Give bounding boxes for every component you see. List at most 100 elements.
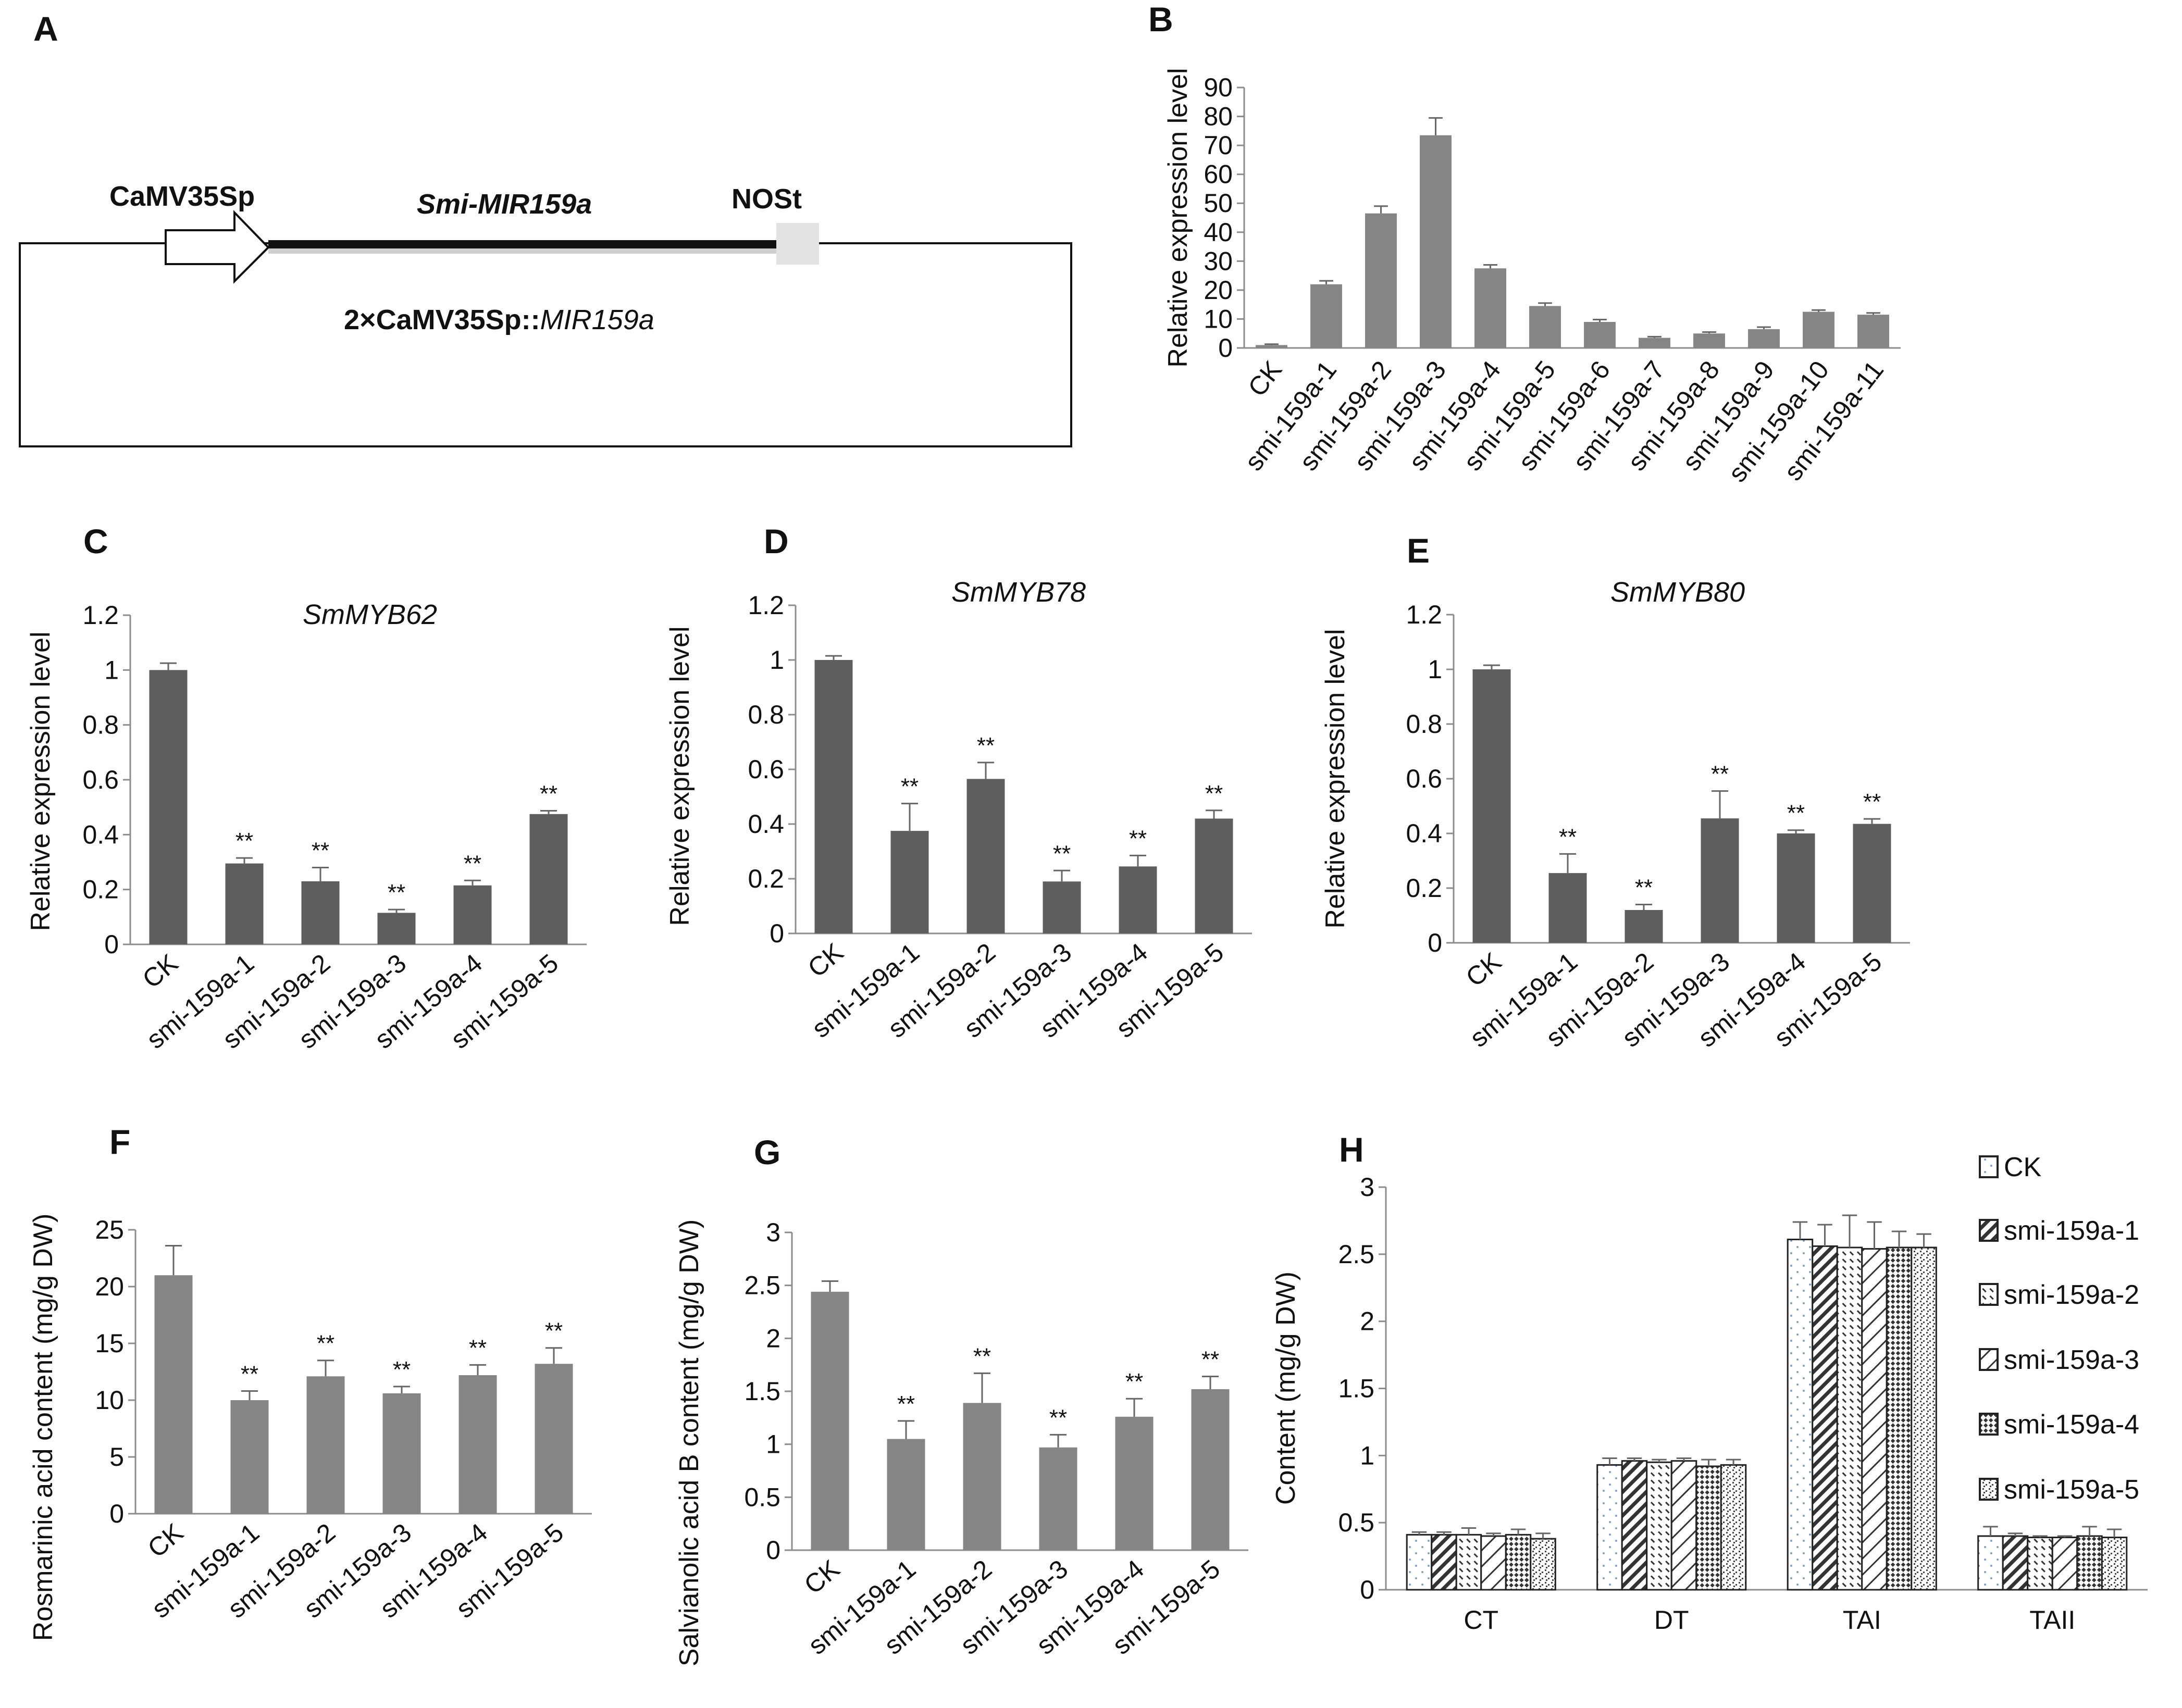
panel-h-label: H (1339, 1130, 1364, 1169)
bar (1256, 345, 1287, 348)
bar (458, 1375, 497, 1514)
y-tick-label: 0 (1428, 928, 1442, 957)
significance-mark: ** (973, 1343, 991, 1369)
x-category-label: TAI (1843, 1605, 1881, 1635)
bar (1646, 1461, 1672, 1591)
legend-item: smi-159a-1 (1979, 1216, 2139, 1246)
bar (2027, 1537, 2053, 1591)
significance-mark: ** (897, 1391, 915, 1417)
significance-mark: ** (1053, 841, 1071, 866)
significance-mark: ** (977, 733, 995, 758)
y-tick-label: 3 (766, 1218, 780, 1247)
y-tick-label: 15 (95, 1329, 124, 1358)
y-tick-label: 50 (1204, 189, 1233, 218)
panel-c-label: C (83, 522, 108, 560)
bar (1480, 1535, 1507, 1591)
panel-a-label: A (33, 9, 58, 48)
promoter-label: CaMV35Sp (109, 181, 255, 212)
bar (2051, 1537, 2078, 1591)
y-tick-label: 0.5 (1338, 1508, 1374, 1537)
legend-swatch (1979, 1413, 1999, 1436)
y-tick-label: 30 (1204, 246, 1233, 276)
panel-b-chart: B Relative expression level 01020304050607… (1148, 0, 1901, 488)
bar (1119, 866, 1157, 933)
significance-mark: ** (1049, 1405, 1067, 1430)
x-category-label: CK (137, 949, 183, 994)
legend-label: smi-159a-4 (2004, 1410, 2139, 1440)
bar (1670, 1460, 1697, 1591)
bar (535, 1364, 573, 1514)
significance-mark: ** (235, 828, 253, 854)
panel-h-chart: H Content (mg/g DW) 0 0.5 1 1.5 2 2.5 3 CT DT TAI TA… (1271, 1130, 2148, 1635)
bar (1310, 284, 1342, 348)
y-tick-label: 0.2 (748, 864, 784, 893)
bar (1748, 329, 1780, 348)
bar (966, 779, 1005, 933)
x-category-label: DT (1654, 1605, 1689, 1635)
y-tick-label: 0.5 (744, 1482, 780, 1512)
bar (1431, 1534, 1457, 1591)
y-tick-label: 0 (766, 1536, 780, 1565)
legend-item: smi-159a-4 (1979, 1410, 2139, 1440)
legend-swatch (1979, 1478, 1999, 1501)
panel-e-label: E (1407, 531, 1430, 570)
x-category-label: CK (802, 938, 849, 983)
bar (2076, 1535, 2103, 1591)
legend-swatch (1979, 1348, 1999, 1371)
y-tick-label: 2 (766, 1324, 780, 1353)
legend-item: smi-159a-3 (1979, 1345, 2139, 1375)
y-tick-label: 20 (1204, 276, 1233, 305)
terminator-label: NOSt (732, 183, 802, 215)
bar (1365, 213, 1397, 348)
x-category-label: CK (142, 1518, 189, 1564)
y-tick-label: 1 (766, 1430, 780, 1459)
chart-title: SmMYB62 (303, 599, 437, 630)
legend-swatch (1979, 1283, 1999, 1306)
y-tick-label: 1 (104, 655, 119, 684)
bar (1195, 818, 1233, 933)
panel-c-chart: C SmMYB62 Relative expression level 0 0.2 0.4… (26, 522, 587, 1054)
chart-title: SmMYB80 (1610, 577, 1745, 608)
y-tick-label: 3 (1360, 1173, 1374, 1202)
y-tick-label: 70 (1204, 131, 1233, 160)
legend-swatch (1979, 1155, 1999, 1178)
chart-title: SmMYB78 (951, 577, 1086, 608)
bar (1701, 818, 1739, 943)
y-tick-label: 1.2 (1406, 600, 1442, 629)
bar (1472, 669, 1511, 943)
y-axis-label: Rosmarinic acid content (mg/g DW) (28, 1214, 58, 1641)
y-tick-label: 0.4 (1406, 819, 1442, 848)
bar (1529, 306, 1561, 348)
y-tick-label: 0.6 (748, 755, 784, 784)
bar (2101, 1537, 2128, 1591)
panel-e-chart: E SmMYB80 Relative expression level 0 0.2 0.4… (1320, 531, 1910, 1053)
bar (1191, 1389, 1230, 1550)
y-tick-label: 1.2 (82, 601, 119, 630)
y-tick-label: 40 (1204, 218, 1233, 247)
panel-f-chart: F Rosmarinic acid content (mg/g DW) 0 5 10 15… (28, 1123, 592, 1641)
bar (1639, 338, 1670, 348)
y-axis-label: Relative expression level (26, 631, 56, 931)
bar (1803, 311, 1834, 348)
x-category-label: CK (1460, 947, 1507, 993)
bar (301, 881, 340, 944)
y-tick-label: 20 (95, 1272, 124, 1301)
panel-g-label: G (754, 1133, 780, 1171)
legend-label: smi-159a-2 (2004, 1280, 2139, 1310)
bar (1720, 1464, 1747, 1591)
y-tick-label: 0.4 (82, 820, 119, 849)
bar (1693, 333, 1725, 348)
significance-mark: ** (901, 774, 919, 800)
y-tick-label: 0.2 (1406, 874, 1442, 903)
x-category-label: TAII (2029, 1605, 2075, 1635)
gene-line (268, 240, 776, 248)
y-tick-label: 10 (1204, 304, 1233, 333)
y-tick-label: 0 (104, 930, 119, 959)
bar (1530, 1538, 1556, 1591)
bar (1420, 135, 1452, 348)
panel-a: A CaMV35Sp Smi-MIR159a NOSt 2×CaMV35Sp::… (19, 9, 1072, 447)
y-tick-label: 1.5 (744, 1377, 780, 1406)
y-axis-label: Content (mg/g DW) (1271, 1271, 1301, 1505)
vector-box (19, 242, 1072, 447)
